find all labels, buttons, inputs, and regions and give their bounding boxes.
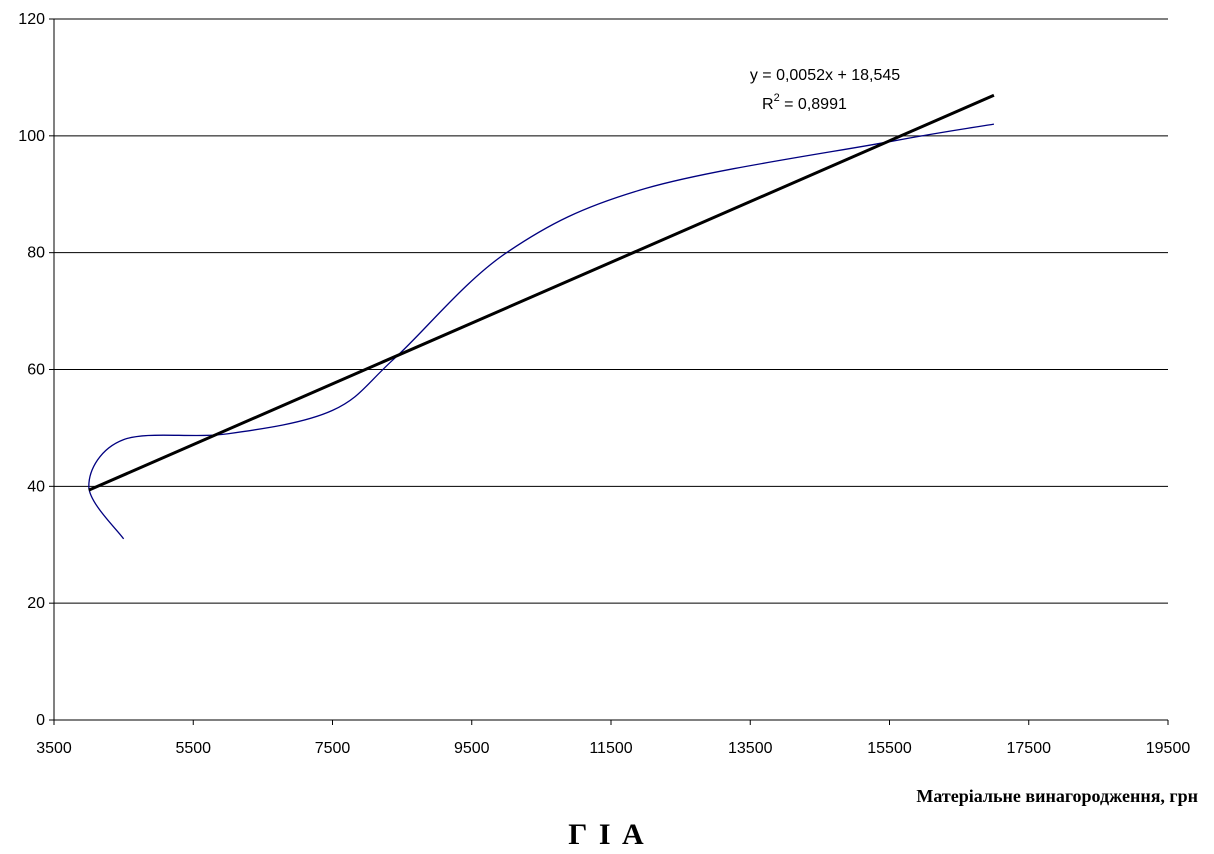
tick-labels: 0 20 40 60 80 100 120 3500 5500 7500 9500 11500 1350…: [18, 11, 1190, 757]
series-group: [88, 93, 995, 540]
x-tick-label: 13500: [728, 740, 773, 757]
x-tick-label: 3500: [36, 740, 72, 757]
x-tick-label: 19500: [1146, 740, 1191, 757]
y-tick-label: 20: [27, 595, 45, 612]
x-tick-label: 9500: [454, 740, 490, 757]
x-tick-label: 11500: [589, 740, 632, 757]
r-squared-superscript: 2: [774, 92, 780, 104]
y-tick-label: 0: [36, 712, 45, 729]
figure-caption: Г І А: [568, 818, 646, 851]
x-tick-label: 5500: [175, 740, 211, 757]
x-tick-label: 17500: [1007, 740, 1052, 757]
r-squared-letter: R: [762, 96, 774, 113]
y-tick-label: 60: [27, 362, 45, 379]
chart: 0 20 40 60 80 100 120 3500 5500 7500 9500 11500 1350…: [18, 11, 1190, 757]
y-tick-label: 80: [27, 245, 45, 262]
x-axis-title: Матеріальне винагородження, грн: [916, 786, 1198, 806]
r-squared-label: R2 = 0,8991: [762, 92, 847, 113]
trendline: [88, 93, 995, 492]
axes: [49, 18, 1169, 725]
x-tick-label: 15500: [867, 740, 912, 757]
x-tick-label: 7500: [315, 740, 351, 757]
y-tick-label: 100: [18, 128, 45, 145]
gridlines: [54, 18, 1168, 604]
y-tick-label: 40: [27, 478, 45, 495]
r-squared-value: = 0,8991: [780, 96, 847, 113]
trendline-equation: y = 0,0052x + 18,545: [750, 67, 900, 84]
y-tick-label: 120: [18, 11, 45, 28]
series-line-0: [88, 123, 995, 540]
